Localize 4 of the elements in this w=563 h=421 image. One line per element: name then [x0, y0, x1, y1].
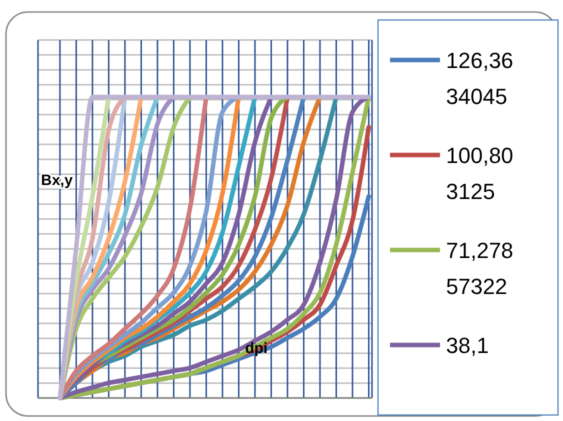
legend-label: 100,803125: [446, 143, 514, 204]
legend-label: 38,1: [446, 333, 489, 358]
legend-label: 126,3634045: [446, 48, 514, 109]
legend-label: 71,27857322: [446, 238, 514, 299]
